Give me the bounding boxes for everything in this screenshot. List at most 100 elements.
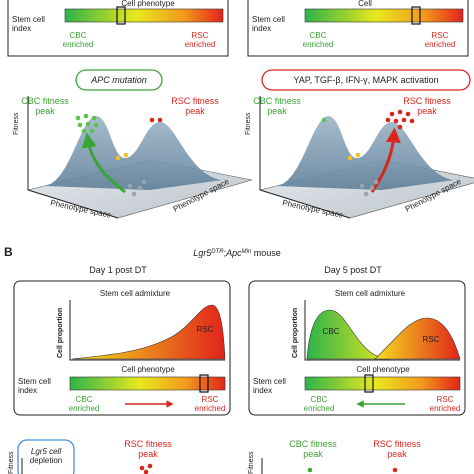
dot: [385, 117, 391, 123]
dot: [389, 111, 395, 117]
line: RSC: [202, 395, 219, 404]
cbc-peak: CBC fitness peak: [253, 96, 301, 116]
gradient-bar: [64, 8, 224, 23]
dot: [127, 183, 133, 189]
axes: [27, 96, 119, 219]
day-label: Day 1 post DT: [89, 265, 147, 275]
cbc-label: CBC enriched: [303, 31, 334, 49]
x-axis: Cell phenotype: [121, 365, 175, 374]
line: peak: [417, 106, 437, 116]
peak-label: CBC: [323, 327, 340, 336]
dot: [307, 467, 313, 473]
dot: [137, 185, 143, 191]
panel-b-right: Day 5 post DT Stem cell admixture Cell pro…: [248, 265, 466, 416]
dot: [405, 111, 411, 117]
line: enriched: [69, 404, 100, 413]
y-axis: Cell proportion: [57, 308, 64, 358]
line: enriched: [195, 404, 226, 413]
index-label: Stem cell index: [253, 377, 286, 395]
dot: [141, 179, 147, 185]
box: [248, 280, 466, 416]
dot: [83, 113, 89, 119]
line: enriched: [304, 404, 335, 413]
line: RSC fitness: [403, 96, 451, 106]
y-axis: Cell proportion: [292, 308, 299, 358]
dot: [392, 467, 398, 473]
panel-title: Lgr5DTR;ApcMin mouse: [193, 248, 281, 258]
index-label: Stem cell index: [252, 15, 285, 33]
panel-label: B: [4, 245, 13, 259]
cbc-peak: CBC fitness peak: [289, 439, 337, 459]
dot: [123, 152, 129, 158]
rsc-peak: RSC fitness peak: [373, 439, 421, 459]
bar-title: Cell: [358, 0, 372, 8]
line: RSC fitness: [171, 96, 219, 106]
line: enriched: [430, 404, 461, 413]
event-bubble: [17, 439, 75, 474]
panel-c-right: CBC fitness peak RSC fitness peak Fitness: [248, 439, 421, 474]
dot: [363, 191, 369, 197]
y-axis: Fitness: [248, 451, 255, 474]
marker: [116, 6, 126, 25]
axes: [259, 96, 351, 219]
gradient-bar: [69, 376, 226, 391]
dot: [81, 128, 87, 134]
rsc-label: RSC enriched: [185, 31, 216, 49]
rsc-label: RSC enriched: [425, 31, 456, 49]
cbc-label: CBC enriched: [63, 31, 94, 49]
dot: [149, 117, 155, 123]
marker: [411, 6, 421, 25]
curve: [306, 309, 391, 360]
y-axis: Fitness: [13, 112, 20, 135]
dot: [397, 124, 403, 130]
dot: [143, 469, 149, 474]
dot: [321, 117, 327, 123]
panel-b-left: Day 1 post DT Stem cell admixture Cell pro…: [13, 265, 231, 416]
cbc-label: CBC enriched: [304, 395, 335, 413]
day-label: Day 5 post DT: [324, 265, 382, 275]
y-axis: Fitness: [245, 112, 252, 135]
dot: [85, 121, 91, 127]
dot: [77, 122, 83, 128]
event-label: YAP, TGF-β, IFN-γ, MAPK activation: [293, 75, 438, 85]
dot: [359, 183, 365, 189]
panel-a-right: Cell Stem cell index CBC enriched RSC enric…: [247, 0, 469, 57]
box: [13, 280, 231, 416]
cbc-label: CBC enriched: [69, 395, 100, 413]
line: index: [18, 386, 37, 395]
curve: [374, 317, 461, 360]
line: peak: [267, 106, 287, 116]
dot: [373, 179, 379, 185]
dot: [397, 109, 403, 115]
panel-c-left: Lgr5 cell depletion RSC fitness peak Fitne…: [8, 439, 172, 474]
bar-title: Cell phenotype: [121, 0, 175, 8]
hills: [45, 116, 222, 190]
line: Stem cell: [18, 377, 51, 386]
admixture: Stem cell admixture: [335, 289, 406, 298]
dot: [115, 155, 121, 161]
line: CBC fitness: [21, 96, 69, 106]
rsc-peak: RSC fitness peak: [171, 96, 219, 116]
line: peak: [35, 106, 55, 116]
index-label: Stem cell index: [12, 15, 45, 33]
rsc-label: RSC enriched: [430, 395, 461, 413]
arrow: [81, 132, 126, 194]
rsc-label: RSC enriched: [195, 395, 226, 413]
line: index: [253, 386, 272, 395]
y-axis: Fitness: [8, 451, 15, 474]
admixture: Stem cell admixture: [100, 289, 171, 298]
rsc-peak: RSC fitness peak: [124, 439, 172, 459]
axes: [304, 300, 460, 361]
index-label: Stem cell index: [18, 377, 51, 395]
box: [247, 0, 469, 57]
x-axis: Cell phenotype: [356, 365, 410, 374]
dot: [157, 117, 163, 123]
line: CBC: [76, 395, 93, 404]
gradient-bar: [304, 8, 464, 23]
marker: [199, 374, 209, 393]
dot: [393, 118, 399, 124]
event-bubble: [261, 69, 471, 91]
dot: [93, 122, 99, 128]
